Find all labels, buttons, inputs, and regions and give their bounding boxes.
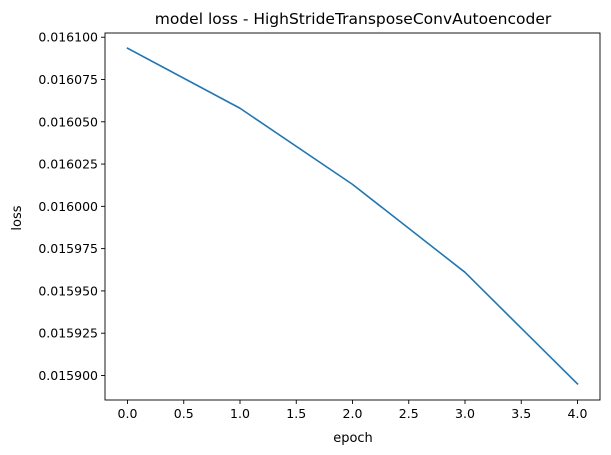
y-tick-label: 0.015900 <box>38 368 98 383</box>
y-tick-label: 0.016050 <box>38 114 98 129</box>
plot-frame <box>104 32 601 401</box>
loss-series-line <box>126 47 579 386</box>
y-tick-label: 0.016000 <box>38 199 98 214</box>
x-tick-label: 0.5 <box>174 406 194 421</box>
plot-area: 0.0 0.5 1.0 1.5 2.0 2.5 3.0 3.5 4.0 0.015900 0.015… <box>38 30 601 421</box>
chart-title: model loss - HighStrideTransposeConvAuto… <box>155 10 552 28</box>
y-tick-label: 0.016100 <box>38 30 98 45</box>
y-tick-label: 0.016075 <box>38 72 98 87</box>
y-tick-label: 0.015975 <box>38 241 98 256</box>
x-tick-label: 4.0 <box>568 406 588 421</box>
x-tick-label: 3.5 <box>511 406 531 421</box>
x-tick-label: 1.5 <box>286 406 306 421</box>
x-axis-label: epoch <box>333 431 373 446</box>
y-axis-label: loss <box>10 205 25 230</box>
y-tick-label: 0.015950 <box>38 283 98 298</box>
x-tick-label: 1.0 <box>230 406 250 421</box>
y-tick-label: 0.016025 <box>38 157 98 172</box>
x-tick-label: 2.5 <box>399 406 419 421</box>
y-tick-label: 0.015925 <box>38 326 98 341</box>
x-tick-label: 2.0 <box>343 406 363 421</box>
x-tick-label: 3.0 <box>455 406 475 421</box>
x-tick-label: 0.0 <box>118 406 138 421</box>
